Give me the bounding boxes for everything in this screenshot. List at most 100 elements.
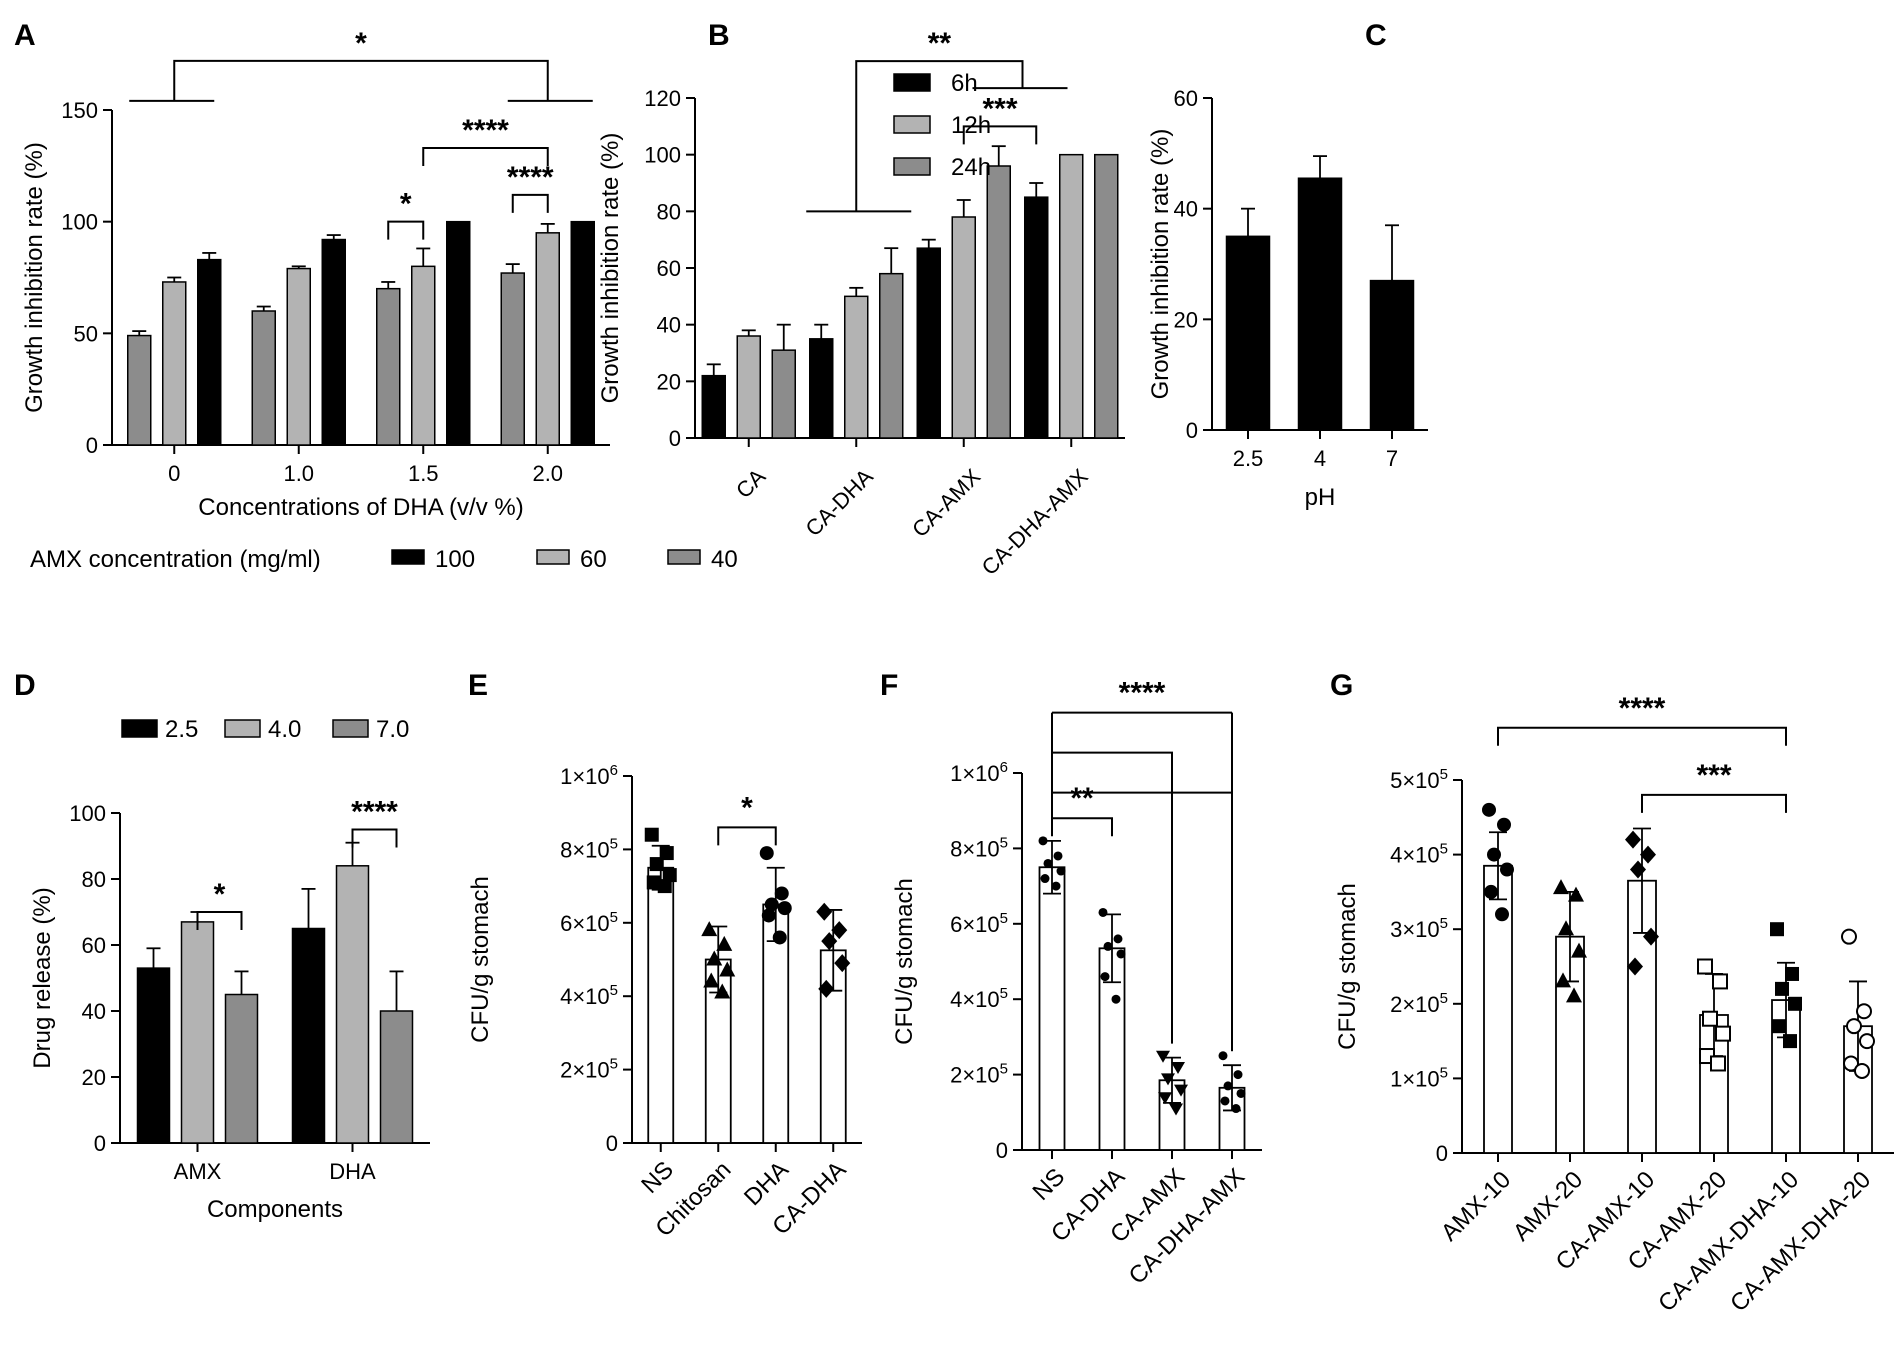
data-point-F — [1113, 934, 1123, 944]
x-tick-label-B: CA-DHA-AMX — [977, 464, 1093, 580]
data-point-G — [1712, 973, 1728, 990]
bar-D — [180, 921, 215, 1144]
data-point-E — [701, 921, 718, 937]
bar-B — [1094, 153, 1119, 439]
data-point-F — [1223, 1081, 1233, 1091]
data-point-E — [703, 972, 720, 988]
data-point-G — [1630, 860, 1646, 879]
x-tick-label-C: 4 — [1314, 446, 1326, 471]
data-point-G — [1702, 1010, 1718, 1027]
y-tick-label-G: 2×105 — [1390, 990, 1448, 1017]
data-point-F — [1171, 1062, 1185, 1075]
data-point-G — [1571, 942, 1587, 958]
significance-label-A: * — [355, 27, 367, 60]
x-tick-label-A: 1.0 — [283, 461, 314, 486]
significance-bracket-G — [1497, 726, 1787, 746]
significance-label-B: *** — [982, 92, 1017, 125]
y-tick-label-G: 5×105 — [1390, 766, 1448, 793]
bar-A — [286, 267, 311, 446]
significance-label-A: * — [400, 188, 412, 221]
data-point-G — [1487, 847, 1501, 862]
data-point-G — [1856, 1003, 1872, 1020]
data-point-G — [1625, 830, 1641, 849]
legend-label-A: 40 — [711, 546, 738, 573]
legend-swatch-B — [893, 157, 931, 176]
y-axis-label-D: Drug release (%) — [29, 887, 56, 1068]
legend-swatch-D — [224, 719, 261, 738]
bar-B — [916, 247, 941, 439]
legend-label-B: 24h — [951, 154, 991, 181]
legend-swatch-B — [893, 115, 931, 134]
legend-label-D: 7.0 — [376, 716, 409, 743]
y-tick-label-D: 60 — [82, 933, 106, 958]
y-tick-label-B: 0 — [669, 426, 681, 451]
significance-bracket-F — [1052, 791, 1233, 1052]
data-point-E — [764, 897, 779, 912]
significance-label-F: ** — [1070, 782, 1094, 815]
data-point-G — [1553, 879, 1569, 895]
legend-swatch-A — [391, 549, 425, 565]
bar-B — [771, 349, 796, 439]
y-tick-label-F: 1×106 — [950, 759, 1008, 786]
y-tick-label-A: 50 — [74, 321, 98, 346]
data-point-E — [714, 983, 731, 999]
significance-bracket-B — [855, 60, 1024, 212]
data-point-F — [1174, 1084, 1188, 1097]
bar-A — [321, 238, 346, 446]
data-point-E — [777, 901, 792, 916]
bar-D — [379, 1010, 414, 1144]
bar-D — [136, 967, 171, 1144]
y-tick-label-E: 6×105 — [560, 909, 618, 936]
bar-B — [844, 295, 869, 439]
x-tick-label-D: DHA — [329, 1159, 376, 1184]
data-point-G — [1785, 966, 1799, 981]
data-point-F — [1231, 1104, 1241, 1114]
x-tick-label-D: AMX — [174, 1159, 222, 1184]
data-point-F — [1051, 881, 1061, 891]
x-tick-label-B: CA-DHA — [800, 464, 878, 542]
y-tick-label-F: 2×105 — [950, 1061, 1008, 1088]
data-point-F — [1056, 866, 1066, 876]
legend-label-D: 2.5 — [165, 716, 198, 743]
panel-label-C: C — [1365, 19, 1387, 52]
significance-bracket-A — [511, 193, 549, 213]
significance-label-E: * — [741, 791, 753, 824]
data-point-F — [1038, 836, 1048, 846]
y-tick-label-A: 100 — [61, 210, 98, 235]
panel-label-A: A — [14, 19, 36, 52]
bar-B — [986, 165, 1011, 439]
data-point-G — [1482, 802, 1496, 817]
data-point-G — [1783, 1034, 1797, 1049]
data-point-G — [1843, 1055, 1859, 1072]
y-tick-label-D: 0 — [94, 1131, 106, 1156]
y-axis-label-A: Growth inhibition rate (%) — [21, 142, 48, 413]
data-point-E — [716, 935, 733, 951]
data-point-G — [1710, 1055, 1726, 1072]
bar-A — [127, 334, 152, 446]
data-point-F — [1043, 858, 1053, 868]
data-point-E — [659, 846, 674, 861]
bar-A — [500, 272, 525, 446]
data-point-F — [1233, 1070, 1243, 1080]
significance-label-A: **** — [462, 114, 509, 147]
significance-bracket-F — [1052, 751, 1173, 1044]
legend-label-D: 4.0 — [268, 716, 301, 743]
data-point-E — [761, 908, 776, 923]
data-point-G — [1640, 845, 1656, 864]
data-point-G — [1772, 1019, 1786, 1034]
bar-A — [197, 258, 222, 446]
data-point-G — [1775, 981, 1789, 996]
data-point-F — [1040, 874, 1050, 884]
y-tick-label-F: 0 — [996, 1138, 1008, 1163]
significance-bracket-D — [351, 828, 398, 848]
significance-bracket-A — [173, 59, 549, 101]
legend-label-A: 100 — [435, 546, 475, 573]
y-tick-label-G: 1×105 — [1390, 1064, 1448, 1091]
legend-title-A: AMX concentration (mg/ml) — [30, 546, 321, 573]
data-point-F — [1169, 1103, 1183, 1116]
data-point-G — [1788, 996, 1802, 1011]
bar-A — [411, 265, 436, 446]
y-tick-label-C: 0 — [1186, 418, 1198, 443]
data-point-E — [816, 902, 833, 921]
x-tick-label-A: 0 — [168, 461, 180, 486]
